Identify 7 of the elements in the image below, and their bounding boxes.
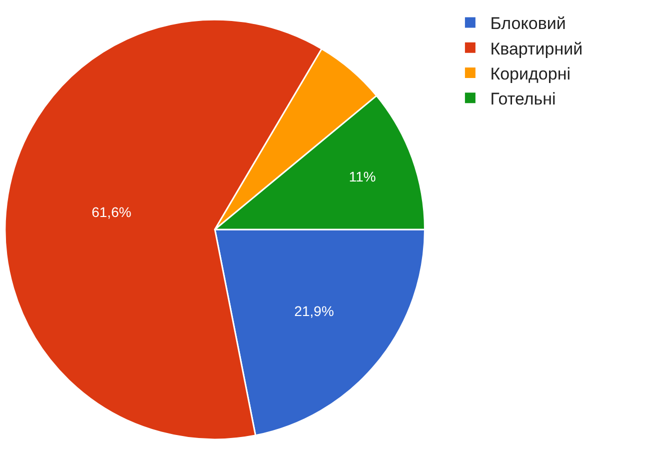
data-label: 11% [348,168,376,184]
legend-label: Квартирний [490,39,583,58]
data-label: 21,9% [294,303,334,320]
legend-label: Коридорні [490,64,571,84]
legend-label: Блоковий [490,14,566,34]
data-label: 61,6% [92,204,132,220]
legend-label: Готельні [490,89,556,108]
